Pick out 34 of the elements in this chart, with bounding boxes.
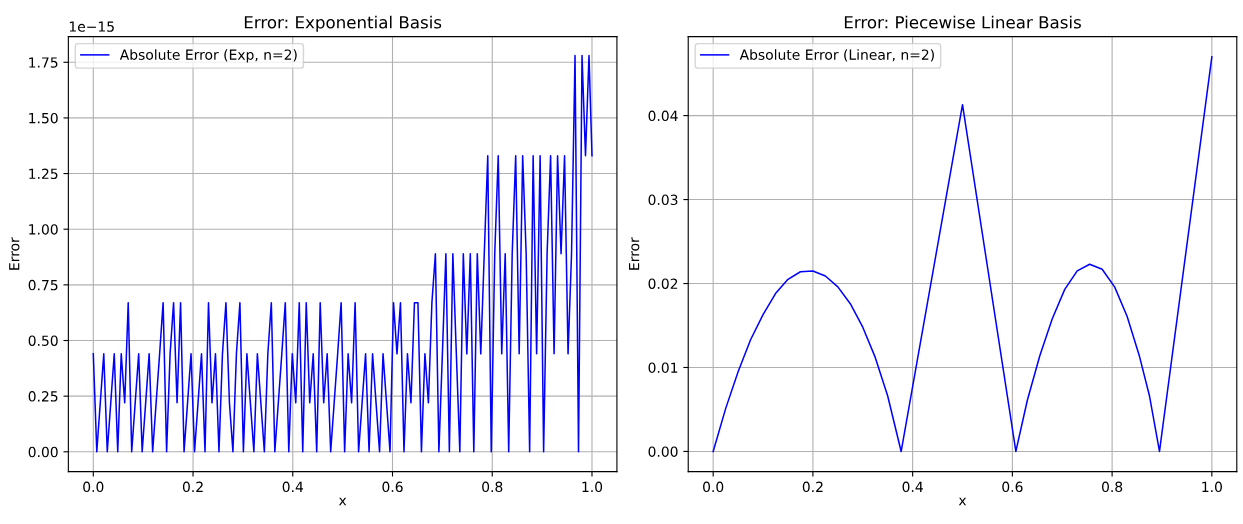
y-tick-label: 1.75: [29, 57, 58, 68]
y-tick-label: 0.00: [648, 446, 678, 457]
x-tick-label: 0.4: [282, 481, 304, 493]
y-tick-label: 0.02: [648, 278, 678, 289]
y-tick-label: 1.25: [29, 168, 58, 180]
x-tick-label: 0.4: [902, 481, 923, 493]
x-tick-label: 0.6: [1002, 481, 1023, 493]
x-tick-label: 0.2: [182, 481, 203, 493]
y-axis-title: Error: [9, 237, 20, 270]
x-tick-label: 0.0: [703, 481, 724, 493]
legend-label: Absolute Error (Exp, n=2): [119, 49, 297, 63]
y-axis-title: Error: [629, 237, 640, 270]
x-tick-label: 1.0: [582, 481, 603, 493]
legend-label: Absolute Error (Linear, n=2): [739, 49, 934, 62]
y-tick-label: 0.03: [648, 194, 678, 206]
x-tick-label: 0.6: [382, 481, 403, 493]
y-tick-label: 0.50: [28, 335, 58, 346]
y-tick-label: 0.01: [648, 362, 678, 373]
y-tick-label: 0.04: [648, 110, 678, 122]
y-tick-label: 1.00: [29, 224, 58, 235]
text: 1e−15: [69, 21, 114, 32]
x-axis-title: x: [338, 497, 347, 506]
y-tick-label: 0.75: [28, 279, 58, 291]
x-tick-label: 0.2: [802, 481, 823, 493]
x-tick-label: 0.0: [83, 481, 104, 493]
chart-title: Error: Piecewise Linear Basis: [844, 15, 1081, 29]
y-tick-label: 0.25: [28, 391, 58, 402]
chart-title: Error: Exponential Basis: [244, 15, 442, 32]
x-tick-label: 0.8: [482, 481, 503, 493]
y-tick-label: 1.50: [29, 112, 58, 124]
x-axis-title: x: [958, 497, 967, 506]
x-tick-label: 1.0: [1202, 481, 1222, 493]
x-tick-label: 0.8: [1101, 481, 1123, 493]
y-tick-label: 0.00: [28, 446, 58, 458]
